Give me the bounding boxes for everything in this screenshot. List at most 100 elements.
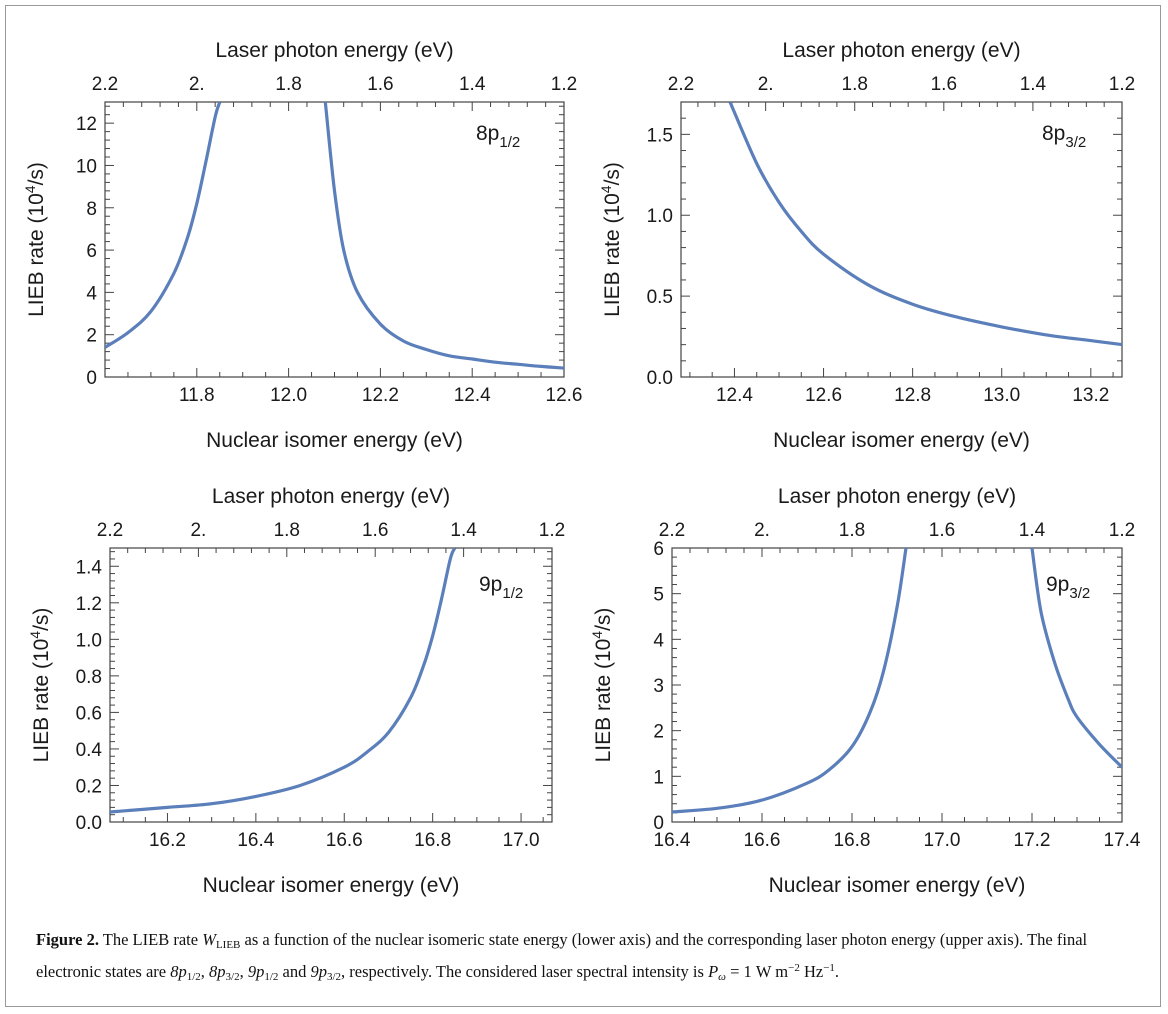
caption-end: . xyxy=(834,962,840,981)
y-tick-label: 1.4 xyxy=(76,557,103,578)
series-line xyxy=(728,102,1122,347)
top-axis-label: Laser photon energy (eV) xyxy=(215,39,453,62)
y-axis-label-post: /s) xyxy=(601,162,624,185)
top-tick-label: 2. xyxy=(189,74,205,95)
y-tick-label: 1 xyxy=(653,767,664,788)
plot-frame xyxy=(680,101,1123,378)
state-label-main: 9p xyxy=(479,573,502,596)
caption-state-2: 8p xyxy=(209,962,226,981)
y-axis-label-post: /s) xyxy=(25,162,48,185)
y-tick-label: 4 xyxy=(86,283,97,304)
y-tick-label: 2 xyxy=(86,326,97,347)
top-tick-label: 2. xyxy=(190,520,206,541)
series-line xyxy=(323,102,564,370)
x-tick-label: 16.8 xyxy=(414,830,451,851)
y-axis-label-sup: 4 xyxy=(598,185,614,193)
x-tick-label: 12.6 xyxy=(546,385,583,406)
top-tick-label: 1.4 xyxy=(450,520,477,541)
top-tick-label: 1.8 xyxy=(842,74,868,95)
top-axis-label: Laser photon energy (eV) xyxy=(212,485,450,508)
top-axis-label: Laser photon energy (eV) xyxy=(782,39,1020,62)
y-tick-label: 1.5 xyxy=(647,125,673,146)
plot-frame xyxy=(109,547,553,823)
y-tick-label: 10 xyxy=(76,156,97,177)
y-axis-label-sup: 4 xyxy=(22,185,38,193)
caption-w-sub: LIEB xyxy=(215,939,241,951)
y-tick-label: 0.4 xyxy=(76,740,103,761)
panel-8p12: 11.8 12.0 12.2 12.4 12.6 0 2 4 6 8 10 12 2.2 2. 1.8 1.6… xyxy=(22,39,582,452)
y-axis-label: LIEB rate (104/s) xyxy=(27,608,53,763)
top-tick-label: 1.6 xyxy=(367,74,393,95)
state-label-main: 8p xyxy=(476,122,499,145)
caption-eq: = 1 W m xyxy=(725,962,789,981)
y-tick-label: 1.2 xyxy=(76,594,102,615)
caption-w: W xyxy=(202,930,216,949)
y-tick-label: 4 xyxy=(653,630,664,651)
caption-state-1-sub: 1/2 xyxy=(186,971,201,983)
state-label: 8p3/2 xyxy=(1042,122,1086,151)
caption-state-3-sub: 1/2 xyxy=(264,971,279,983)
caption-state-4-sub: 3/2 xyxy=(326,971,342,983)
x-tick-label: 16.4 xyxy=(654,830,691,851)
top-tick-label: 1.2 xyxy=(1109,74,1135,95)
y-axis-label-post: /s) xyxy=(592,608,615,631)
top-axis-label: Laser photon energy (eV) xyxy=(778,485,1016,508)
state-label: 9p3/2 xyxy=(1046,573,1090,602)
x-tick-label: 17.0 xyxy=(503,830,540,851)
state-label-main: 9p xyxy=(1046,573,1069,596)
x-tick-label: 16.6 xyxy=(326,830,363,851)
caption-and: and xyxy=(278,962,311,981)
y-axis-label-sup: 4 xyxy=(27,631,43,639)
top-tick-label: 1.2 xyxy=(1109,520,1135,541)
y-tick-label: 6 xyxy=(86,241,97,262)
y-tick-label: 0.5 xyxy=(647,287,673,308)
y-tick-label: 0.0 xyxy=(76,813,102,834)
y-axis-label: LIEB rate (104/s) xyxy=(598,162,624,317)
x-tick-label: 12.0 xyxy=(270,385,307,406)
y-tick-label: 0.8 xyxy=(76,667,102,688)
x-tick-label: 17.0 xyxy=(924,830,961,851)
x-tick-label: 13.0 xyxy=(983,385,1020,406)
y-axis-label-pre: LIEB rate (10 xyxy=(601,193,624,317)
panel-8p32: 12.4 12.6 12.8 13.0 13.2 0.0 0.5 1.0 1.5 2.2 2. 1.8… xyxy=(598,39,1135,452)
top-tick-label: 2.2 xyxy=(92,74,118,95)
y-axis-label-pre: LIEB rate (10 xyxy=(25,193,48,317)
top-tick-label: 1.6 xyxy=(931,74,957,95)
caption-hz: Hz xyxy=(799,962,824,981)
y-axis-label-pre: LIEB rate (10 xyxy=(592,639,615,763)
caption-state-2-sub: 3/2 xyxy=(225,971,240,983)
panel-9p12: 16.2 16.4 16.6 16.8 17.0 0.0 0.2 0.4 0.6 0.8 1.0 1.… xyxy=(27,485,565,897)
x-tick-label: 13.2 xyxy=(1072,385,1109,406)
y-tick-label: 8 xyxy=(86,199,97,220)
state-label: 8p1/2 xyxy=(476,122,520,151)
x-tick-label: 16.8 xyxy=(834,830,871,851)
x-tick-label: 16.4 xyxy=(237,830,274,851)
series-line xyxy=(1030,548,1122,769)
y-tick-label: 1.0 xyxy=(647,206,673,227)
x-axis-label: Nuclear isomer energy (eV) xyxy=(769,874,1026,897)
caption-text-1: The LIEB rate xyxy=(98,930,203,949)
y-tick-label: 0.0 xyxy=(647,368,673,389)
state-label-sub: 1/2 xyxy=(499,134,520,151)
state-label-sub: 3/2 xyxy=(1069,585,1090,602)
caption-state-3: 9p xyxy=(247,962,265,981)
x-axis-label: Nuclear isomer energy (eV) xyxy=(773,429,1030,452)
state-label: 9p1/2 xyxy=(479,573,523,602)
y-tick-label: 6 xyxy=(653,539,664,560)
series-line xyxy=(672,548,908,814)
top-tick-label: 1.4 xyxy=(1020,74,1047,95)
state-label-main: 8p xyxy=(1042,122,1065,145)
top-tick-label: 2. xyxy=(754,520,770,541)
x-tick-label: 12.6 xyxy=(805,385,842,406)
series-line xyxy=(105,102,222,349)
top-tick-label: 1.2 xyxy=(551,74,577,95)
caption-state-1: 8p xyxy=(170,962,187,981)
x-tick-label: 12.8 xyxy=(894,385,931,406)
caption-p-sub: ω xyxy=(718,971,726,983)
y-tick-label: 0.6 xyxy=(76,703,102,724)
x-tick-label: 17.4 xyxy=(1104,830,1141,851)
caption-state-4: 9p xyxy=(310,962,327,981)
y-axis-label-sup: 4 xyxy=(589,631,605,639)
caption-m-sup: −2 xyxy=(788,962,800,974)
